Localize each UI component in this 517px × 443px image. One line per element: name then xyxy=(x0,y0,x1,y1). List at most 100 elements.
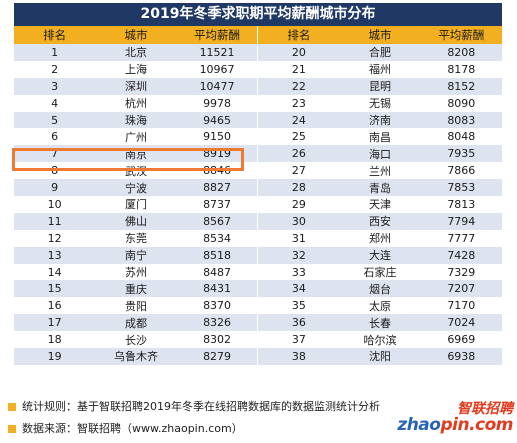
cell-rank-left: 16 xyxy=(14,297,96,315)
header-rank-left: 排名 xyxy=(14,26,96,44)
table-title: 2019年冬季求职期平均薪酬城市分布 xyxy=(14,3,502,26)
cell-salary-left: 8737 xyxy=(176,196,259,213)
cell-salary-right: 7853 xyxy=(420,179,502,197)
table-row: 4 杭州 9978 23 无锡 8090 xyxy=(14,94,502,112)
cell-salary-left: 9150 xyxy=(176,128,259,146)
cell-rank-left: 14 xyxy=(14,263,96,281)
cell-rank-left: 10 xyxy=(14,196,96,213)
table-row: 8 武汉 8846 27 兰州 7866 xyxy=(14,162,502,180)
cell-rank-left: 8 xyxy=(14,162,96,180)
note-data-source: 数据来源：智联招聘（www.zhaopin.com） xyxy=(8,418,380,440)
cell-rank-right: 36 xyxy=(257,314,340,332)
cell-city-right: 哈尔滨 xyxy=(339,331,421,349)
cell-rank-left: 11 xyxy=(14,212,96,230)
cell-city-right: 合肥 xyxy=(339,44,421,61)
cell-city-right: 石家庄 xyxy=(339,263,421,281)
cell-rank-right: 24 xyxy=(257,111,340,129)
cell-rank-left: 9 xyxy=(14,179,96,197)
cell-rank-right: 33 xyxy=(257,263,340,281)
logo-english-text: zhaopin.com xyxy=(397,415,513,435)
cell-salary-right: 8048 xyxy=(420,128,502,146)
cell-rank-left: 13 xyxy=(14,246,96,264)
table-row: 16 贵阳 8370 35 太原 7170 xyxy=(14,297,502,315)
cell-salary-left: 8487 xyxy=(176,263,259,281)
cell-city-left: 深圳 xyxy=(95,77,177,95)
header-salary-left: 平均薪酬 xyxy=(176,26,259,44)
table-row: 13 南宁 8518 32 大连 7428 xyxy=(14,246,502,264)
table-row: 12 东莞 8534 31 郑州 7777 xyxy=(14,229,502,247)
cell-rank-right: 30 xyxy=(257,212,340,230)
cell-city-right: 济南 xyxy=(339,111,421,129)
cell-rank-left: 7 xyxy=(14,145,96,163)
cell-salary-left: 10477 xyxy=(176,77,259,95)
table-row: 14 苏州 8487 33 石家庄 7329 xyxy=(14,263,502,281)
cell-salary-right: 7329 xyxy=(420,263,502,281)
cell-rank-right: 35 xyxy=(257,297,340,315)
cell-rank-left: 6 xyxy=(14,128,96,146)
header-rank-right: 排名 xyxy=(257,26,340,44)
cell-rank-left: 5 xyxy=(14,111,96,129)
cell-rank-right: 26 xyxy=(257,145,340,163)
cell-salary-right: 7428 xyxy=(420,246,502,264)
cell-salary-right: 7794 xyxy=(420,212,502,230)
note-text: 数据来源：智联招聘（www.zhaopin.com） xyxy=(22,422,243,435)
table-row: 17 成都 8326 36 长春 7024 xyxy=(14,314,502,332)
cell-salary-left: 9978 xyxy=(176,94,259,112)
header-salary-right: 平均薪酬 xyxy=(420,26,502,44)
cell-city-left: 重庆 xyxy=(95,280,177,298)
cell-salary-right: 7170 xyxy=(420,297,502,315)
cell-salary-left: 8518 xyxy=(176,246,259,264)
cell-city-left: 长沙 xyxy=(95,331,177,349)
cell-rank-right: 32 xyxy=(257,246,340,264)
cell-city-right: 昆明 xyxy=(339,77,421,95)
cell-city-left: 成都 xyxy=(95,314,177,332)
footnotes: 统计规则：基于智联招聘2019年冬季在线招聘数据库的数据监测统计分析 数据来源：… xyxy=(8,396,380,440)
cell-rank-right: 28 xyxy=(257,179,340,197)
cell-city-right: 青岛 xyxy=(339,179,421,197)
cell-salary-left: 8431 xyxy=(176,280,259,298)
cell-rank-left: 17 xyxy=(14,314,96,332)
cell-rank-right: 25 xyxy=(257,128,340,146)
note-statistics-rule: 统计规则：基于智联招聘2019年冬季在线招聘数据库的数据监测统计分析 xyxy=(8,396,380,418)
cell-salary-left: 8302 xyxy=(176,331,259,349)
cell-city-left: 南京 xyxy=(95,145,177,163)
cell-salary-left: 8919 xyxy=(176,145,259,163)
cell-rank-right: 23 xyxy=(257,94,340,112)
table-header-row: 排名 城市 平均薪酬 排名 城市 平均薪酬 xyxy=(14,26,502,44)
cell-city-right: 太原 xyxy=(339,297,421,315)
cell-rank-left: 12 xyxy=(14,229,96,247)
cell-salary-right: 7024 xyxy=(420,314,502,332)
cell-salary-right: 6938 xyxy=(420,348,502,365)
cell-rank-right: 27 xyxy=(257,162,340,180)
header-city-right: 城市 xyxy=(339,26,421,44)
note-text: 统计规则：基于智联招聘2019年冬季在线招聘数据库的数据监测统计分析 xyxy=(22,400,380,413)
cell-city-left: 南宁 xyxy=(95,246,177,264)
cell-salary-right: 7777 xyxy=(420,229,502,247)
cell-city-left: 北京 xyxy=(95,44,177,61)
cell-rank-left: 15 xyxy=(14,280,96,298)
cell-salary-right: 8083 xyxy=(420,111,502,129)
cell-salary-right: 7813 xyxy=(420,196,502,213)
cell-salary-right: 8090 xyxy=(420,94,502,112)
bullet-square-icon xyxy=(8,403,16,411)
cell-salary-left: 10967 xyxy=(176,60,259,78)
cell-salary-left: 8326 xyxy=(176,314,259,332)
cell-city-left: 武汉 xyxy=(95,162,177,180)
cell-salary-right: 6969 xyxy=(420,331,502,349)
cell-city-right: 福州 xyxy=(339,60,421,78)
logo-en-right: pin.com xyxy=(440,415,513,435)
cell-salary-left: 8567 xyxy=(176,212,259,230)
cell-salary-right: 7207 xyxy=(420,280,502,298)
header-city-left: 城市 xyxy=(95,26,177,44)
cell-city-right: 无锡 xyxy=(339,94,421,112)
cell-salary-left: 8370 xyxy=(176,297,259,315)
cell-rank-left: 2 xyxy=(14,60,96,78)
cell-rank-right: 21 xyxy=(257,60,340,78)
zhaopin-logo: 智联招聘 zhaopin.com xyxy=(397,398,513,440)
cell-salary-left: 9465 xyxy=(176,111,259,129)
cell-salary-left: 8846 xyxy=(176,162,259,180)
table-row: 6 广州 9150 25 南昌 8048 xyxy=(14,128,502,146)
table-body: 1 北京 11521 20 合肥 8208 2 上海 10967 21 福州 8178 3 深圳 10477… xyxy=(14,44,502,365)
cell-rank-left: 3 xyxy=(14,77,96,95)
bullet-square-icon xyxy=(8,425,16,433)
